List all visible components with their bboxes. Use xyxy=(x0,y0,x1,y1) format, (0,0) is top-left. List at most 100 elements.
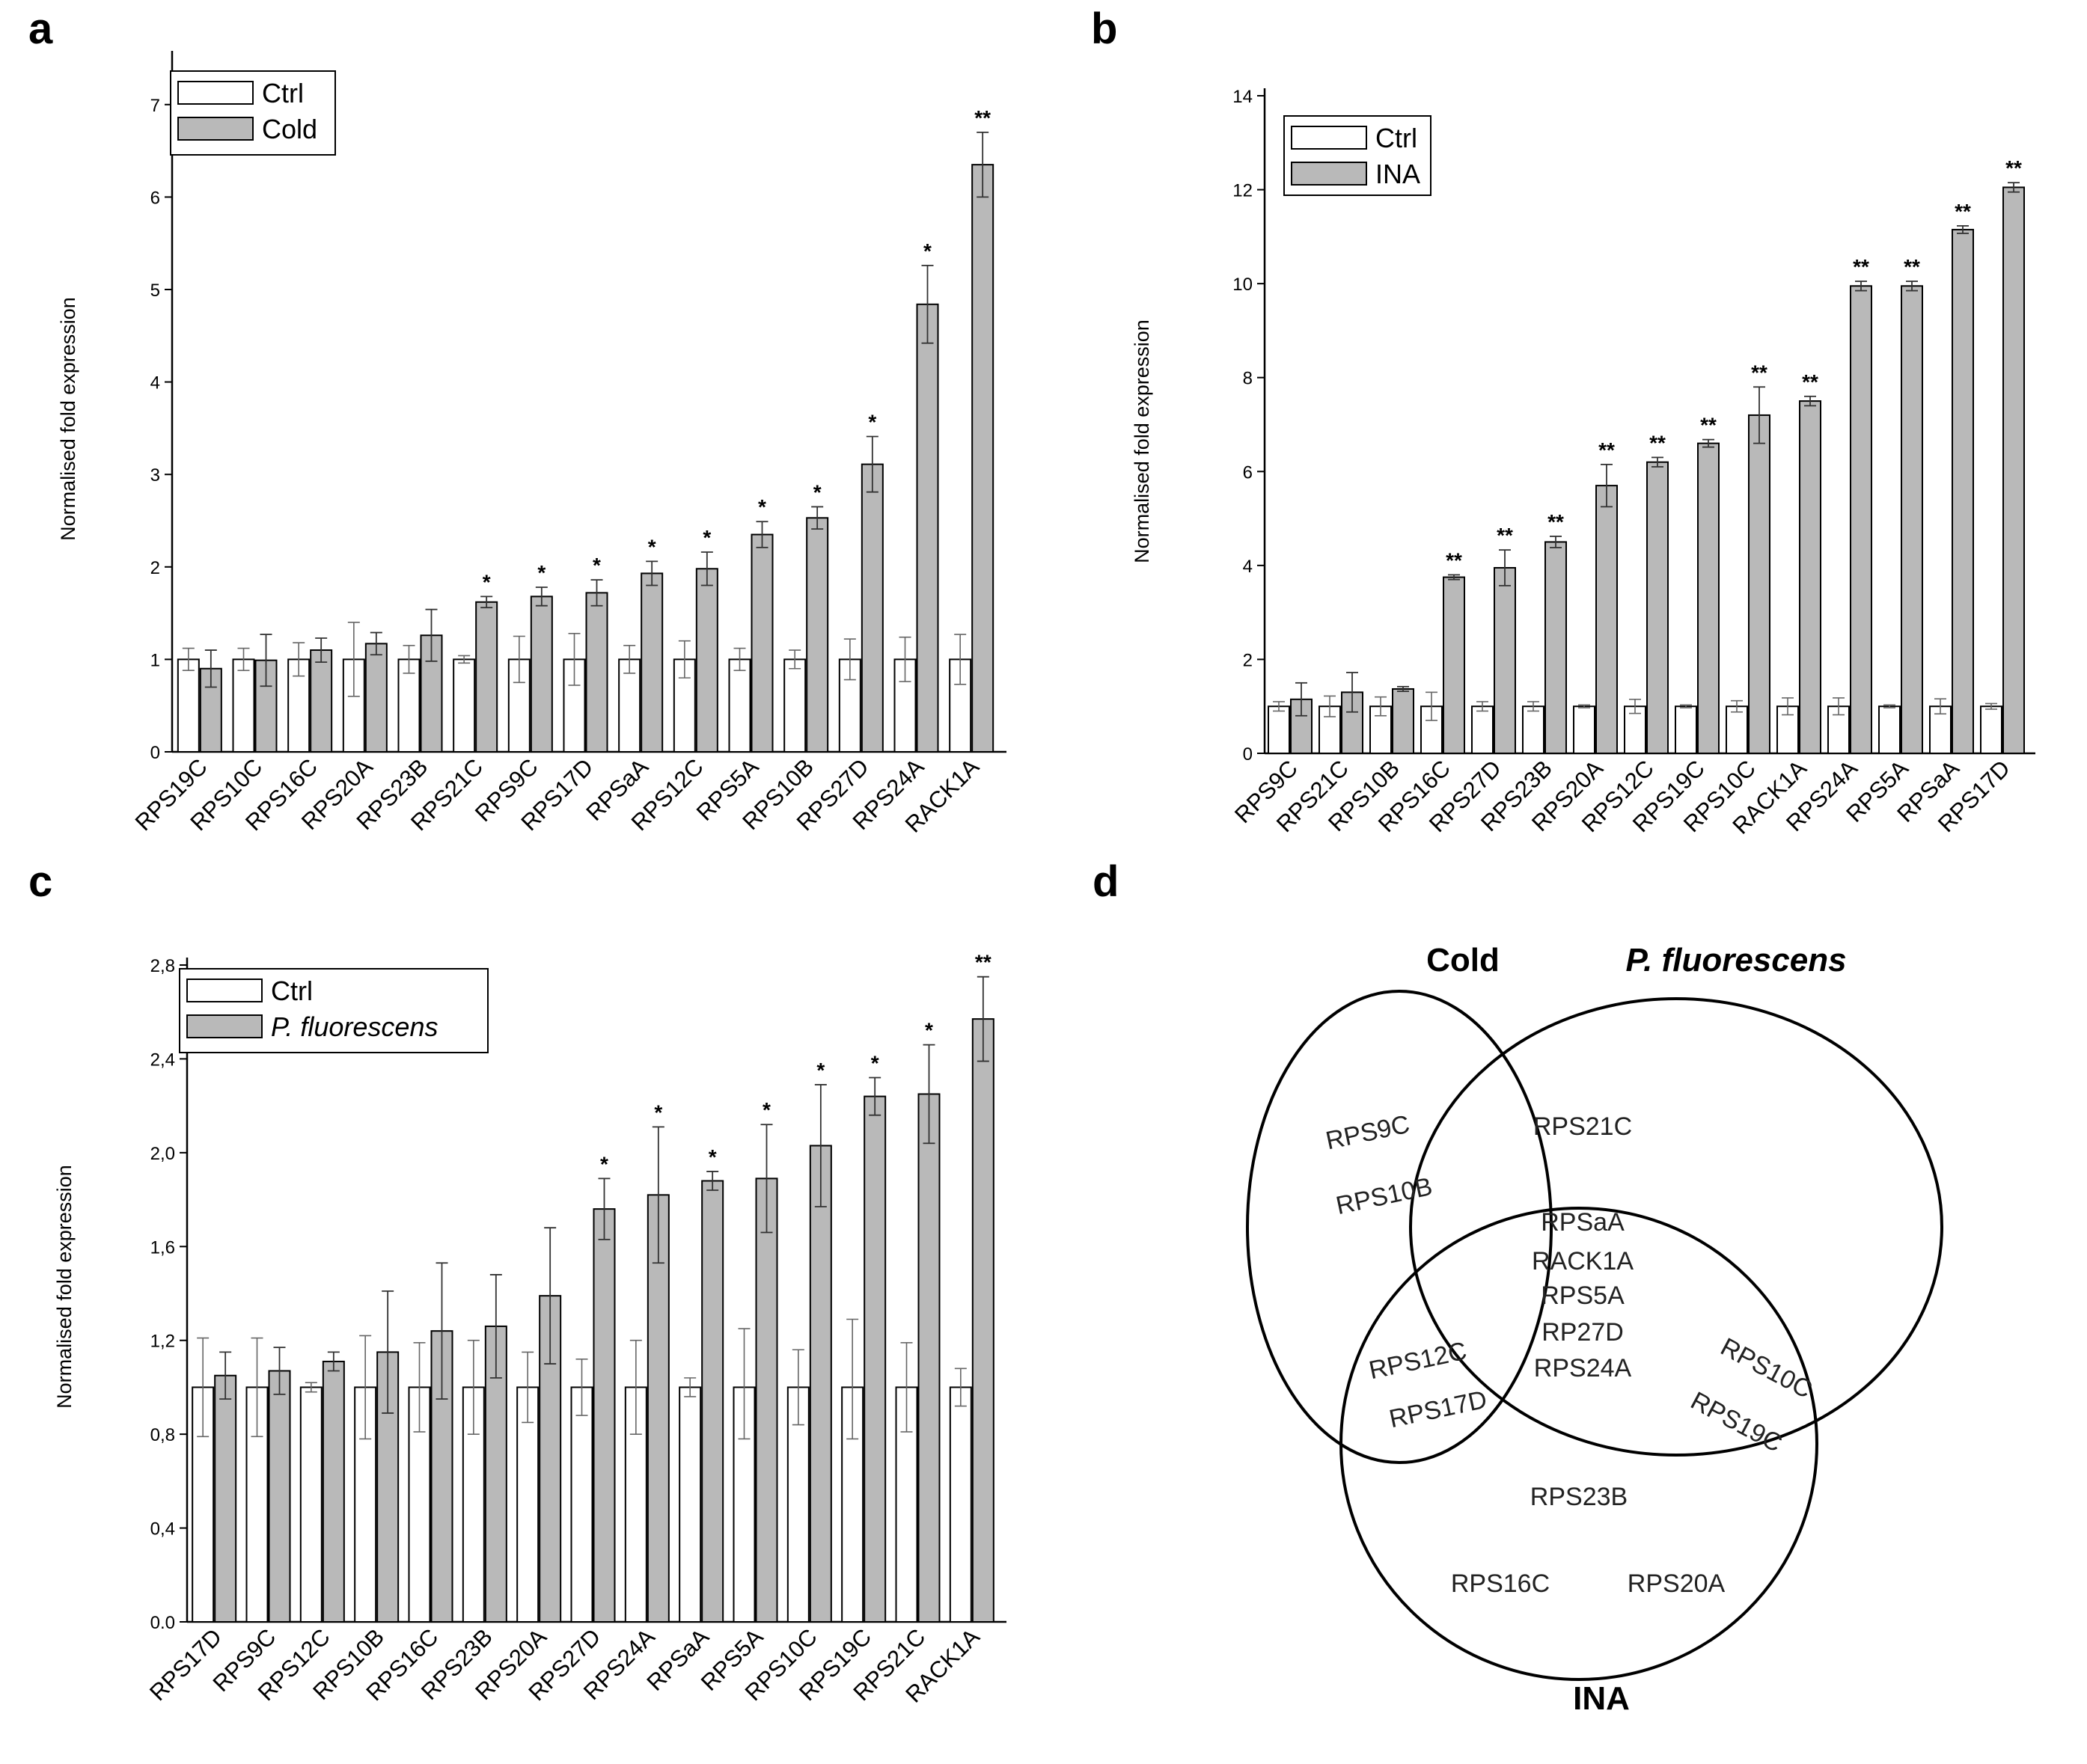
bar-treatment xyxy=(268,1370,291,1623)
y-tick-label: 0 xyxy=(150,743,160,763)
bar-treatment xyxy=(755,1177,778,1623)
bar-treatment xyxy=(695,568,718,753)
bar-treatment xyxy=(701,1180,724,1623)
legend-swatch-ctrl xyxy=(177,81,254,105)
significance-marker: ** xyxy=(1802,370,1818,393)
y-tick-label: 7 xyxy=(150,96,160,116)
y-tick-label: 2,0 xyxy=(150,1144,175,1164)
bar-ctrl xyxy=(1878,705,1901,755)
venn-gene: RPS10B xyxy=(1333,1172,1434,1220)
y-tick-label: 2 xyxy=(1243,650,1253,670)
bar-treatment xyxy=(1952,228,1974,755)
bar-treatment xyxy=(310,649,333,753)
y-tick-label: 0.0 xyxy=(150,1613,175,1633)
legend-swatch-treatment xyxy=(1291,162,1367,186)
bar-treatment xyxy=(864,1095,887,1623)
venn-circle-ina-shape xyxy=(1339,1207,1818,1681)
legend-label-ctrl: Ctrl xyxy=(1375,123,1417,153)
panel-letter-c: c xyxy=(28,857,52,906)
significance-marker: ** xyxy=(1497,524,1513,547)
bar-treatment xyxy=(214,1374,237,1623)
significance-marker: * xyxy=(925,1019,933,1042)
significance-marker: ** xyxy=(1547,510,1564,533)
y-tick-label: 1,6 xyxy=(150,1237,175,1258)
bar-treatment xyxy=(593,1208,616,1623)
bar-treatment xyxy=(475,601,498,753)
venn-circle-cold-shape xyxy=(1246,990,1553,1464)
bar-ctrl xyxy=(1726,705,1748,755)
significance-marker: * xyxy=(868,411,876,434)
panel-letter-b: b xyxy=(1091,4,1117,53)
venn-gene: RPS17D xyxy=(1387,1385,1489,1434)
y-tick-label: 2,4 xyxy=(150,1050,175,1070)
significance-marker: ** xyxy=(1751,361,1767,384)
venn-label-ina: INA xyxy=(1573,1680,1630,1717)
y-tick-label: 10 xyxy=(1232,275,1253,295)
significance-marker: * xyxy=(600,1152,608,1175)
significance-marker: * xyxy=(813,480,822,503)
bar-ctrl xyxy=(177,658,200,753)
panel-letter-a: a xyxy=(28,4,53,53)
venn-gene: RPS10C xyxy=(1716,1332,1817,1404)
venn-gene: RPS5A xyxy=(1541,1281,1625,1310)
legend-swatch-treatment xyxy=(186,1014,263,1038)
bar-treatment xyxy=(751,533,774,753)
y-tick-label: 6 xyxy=(1243,462,1253,483)
legend-label-ctrl: Ctrl xyxy=(262,78,304,108)
bar-ctrl xyxy=(618,658,641,753)
significance-marker: * xyxy=(654,1100,662,1124)
significance-marker: ** xyxy=(975,951,991,974)
bar-treatment xyxy=(1850,285,1872,754)
significance-marker: * xyxy=(763,1098,771,1121)
significance-marker: * xyxy=(483,570,491,593)
bar-ctrl xyxy=(1675,705,1697,755)
y-tick-label: 3 xyxy=(150,465,160,486)
bar-ctrl xyxy=(232,658,255,753)
venn-gene: RACK1A xyxy=(1532,1247,1634,1275)
significance-marker: * xyxy=(923,239,932,263)
significance-marker: ** xyxy=(1446,548,1462,572)
significance-marker: ** xyxy=(1598,438,1615,462)
bar-ctrl xyxy=(728,658,751,753)
venn-gene: RPSaA xyxy=(1541,1208,1625,1237)
bar-treatment xyxy=(1646,461,1669,754)
venn-label-cold: Cold xyxy=(1426,942,1500,979)
bar-treatment xyxy=(641,572,664,753)
y-tick-label: 12 xyxy=(1232,181,1253,201)
significance-marker: ** xyxy=(974,106,991,129)
y-tick-label: 0 xyxy=(1243,744,1253,765)
bar-treatment xyxy=(322,1360,345,1623)
legend-swatch-ctrl xyxy=(1291,126,1367,150)
panel-letter-d: d xyxy=(1093,857,1119,906)
bar-treatment xyxy=(1697,442,1720,754)
bar-treatment xyxy=(530,595,553,753)
y-tick-label: 14 xyxy=(1232,87,1253,107)
venn-gene: RPS23B xyxy=(1530,1483,1628,1511)
venn-gene: RPS24A xyxy=(1534,1354,1632,1382)
bar-treatment xyxy=(861,463,884,753)
y-tick-label: 8 xyxy=(1243,369,1253,389)
bar-ctrl xyxy=(397,658,421,753)
bar-treatment xyxy=(539,1295,562,1623)
y-tick-label: 1 xyxy=(150,650,160,670)
y-tick-label: 6 xyxy=(150,188,160,208)
significance-marker: * xyxy=(648,535,656,558)
significance-marker: * xyxy=(593,554,601,577)
bar-ctrl xyxy=(570,1386,593,1623)
significance-marker: ** xyxy=(2005,156,2022,180)
bar-treatment xyxy=(917,1093,941,1623)
bar-ctrl xyxy=(786,1386,810,1623)
bar-treatment xyxy=(1544,541,1567,754)
bar-treatment xyxy=(2002,186,2025,755)
y-tick-label: 5 xyxy=(150,281,160,301)
venn-label-pfluo: P. fluorescens xyxy=(1625,942,1846,979)
y-tick-label: 1,2 xyxy=(150,1332,175,1352)
y-tick-label: 0,8 xyxy=(150,1425,175,1445)
significance-marker: ** xyxy=(1649,431,1666,454)
legend-label-treatment: Cold xyxy=(262,114,317,144)
venn-gene: RPS9C xyxy=(1323,1110,1412,1156)
bar-ctrl xyxy=(1268,705,1290,755)
bar-treatment xyxy=(1799,400,1821,754)
bar-ctrl xyxy=(1980,705,2002,755)
